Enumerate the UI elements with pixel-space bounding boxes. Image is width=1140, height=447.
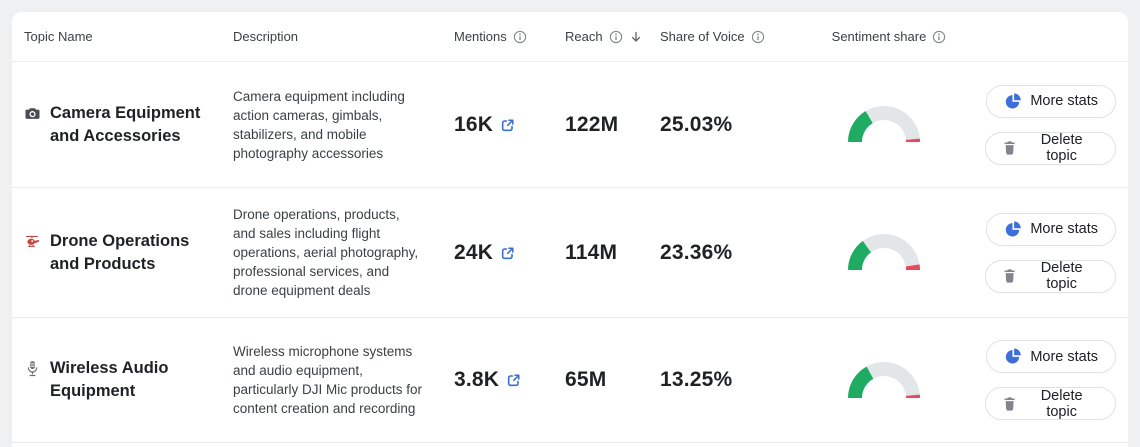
external-link-icon[interactable] — [500, 118, 515, 133]
delete-topic-button[interactable]: Delete topic — [985, 387, 1116, 420]
topics-table-card: Topic Name Description Mentions Reach Sh… — [12, 12, 1128, 447]
trash-icon — [1004, 141, 1015, 155]
topic-cell: Drone Operations and Products — [12, 230, 221, 276]
table-header-row: Topic Name Description Mentions Reach Sh… — [12, 12, 1128, 62]
more-stats-label: More stats — [1030, 221, 1098, 237]
mentions-value: 3.8K — [454, 368, 500, 391]
row-actions: More stats Delete topic — [973, 340, 1128, 420]
pie-chart-icon — [1006, 221, 1022, 237]
more-stats-button[interactable]: More stats — [986, 340, 1116, 373]
mentions-header-label: Mentions — [454, 29, 507, 44]
row-actions: More stats Delete topic — [973, 84, 1128, 165]
pie-chart-icon — [1006, 348, 1022, 364]
sentiment-gauge — [793, 232, 973, 273]
topic-description: Camera equipment including action camera… — [233, 88, 405, 161]
mentions-value: 24K — [454, 240, 494, 264]
column-header-topic-name: Topic Name — [12, 29, 221, 44]
topic-description: Drone operations, products, and sales in… — [233, 207, 419, 298]
table-row: Wireless Audio Equipment Wireless microp… — [12, 318, 1128, 443]
trash-icon — [1004, 269, 1015, 283]
pie-chart-icon — [1006, 93, 1022, 109]
mentions-cell: 24K — [442, 241, 553, 265]
reach-value: 114M — [565, 240, 618, 264]
more-stats-label: More stats — [1030, 348, 1098, 365]
share-of-voice-value: 13.25% — [660, 368, 733, 391]
column-header-share-of-voice: Share of Voice — [648, 29, 793, 44]
topic-cell: Camera Equipment and Accessories — [12, 102, 221, 148]
share-of-voice-value: 23.36% — [660, 240, 733, 264]
mentions-cell: 16K — [442, 113, 553, 137]
external-link-icon[interactable] — [506, 373, 521, 388]
topic-name-header-label: Topic Name — [24, 29, 93, 44]
more-stats-button[interactable]: More stats — [986, 84, 1116, 118]
delete-topic-button[interactable]: Delete topic — [985, 131, 1116, 165]
description-header-label: Description — [233, 29, 299, 44]
sort-descending-arrow-icon[interactable] — [629, 30, 643, 44]
microphone-icon — [27, 361, 38, 377]
share-of-voice-header-label: Share of Voice — [660, 29, 745, 44]
delete-topic-label: Delete topic — [1040, 260, 1083, 292]
share-of-voice-value: 25.03% — [660, 112, 733, 136]
reach-header-label: Reach — [565, 29, 603, 44]
info-icon[interactable] — [609, 30, 623, 44]
table-row: Drone Operations and Products Drone oper… — [12, 188, 1128, 318]
table-row: Camera Equipment and Accessories Camera … — [12, 62, 1128, 188]
trash-icon — [1004, 396, 1015, 411]
topic-name: Drone Operations and Products — [50, 231, 190, 273]
row-actions: More stats Delete topic — [973, 212, 1128, 293]
sentiment-gauge — [793, 104, 973, 145]
mentions-value: 16K — [454, 112, 494, 136]
sentiment-gauge — [793, 360, 973, 401]
column-header-sentiment-share: Sentiment share — [793, 29, 973, 44]
topic-description: Wireless microphone systems and audio eq… — [233, 344, 423, 416]
sentiment-share-header-label: Sentiment share — [831, 29, 927, 44]
info-icon[interactable] — [932, 30, 946, 44]
reach-value: 122M — [565, 112, 619, 136]
more-stats-label: More stats — [1030, 93, 1098, 109]
delete-topic-label: Delete topic — [1040, 132, 1083, 164]
column-header-description: Description — [221, 29, 442, 44]
info-icon[interactable] — [751, 30, 765, 44]
mentions-cell: 3.8K — [442, 368, 553, 392]
topic-name: Wireless Audio Equipment — [50, 359, 169, 400]
topic-cell: Wireless Audio Equipment — [12, 357, 221, 403]
delete-topic-button[interactable]: Delete topic — [985, 259, 1116, 293]
topic-name: Camera Equipment and Accessories — [50, 103, 201, 145]
delete-topic-label: Delete topic — [1040, 387, 1083, 420]
column-header-mentions: Mentions — [442, 29, 553, 44]
info-icon[interactable] — [513, 30, 527, 44]
external-link-icon[interactable] — [500, 246, 515, 261]
column-header-reach[interactable]: Reach — [553, 29, 648, 44]
reach-value: 65M — [565, 368, 607, 391]
camera-icon — [25, 107, 40, 119]
more-stats-button[interactable]: More stats — [986, 212, 1116, 246]
drone-icon — [26, 235, 40, 247]
